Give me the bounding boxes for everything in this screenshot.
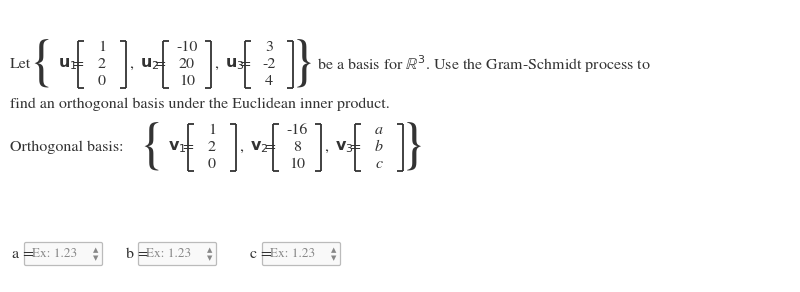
Text: -10: -10 <box>176 40 198 54</box>
Text: 2: 2 <box>98 57 106 71</box>
Text: 3: 3 <box>265 40 273 54</box>
Text: =: = <box>73 57 83 71</box>
Text: ▲: ▲ <box>94 247 98 253</box>
Text: =: = <box>154 57 166 71</box>
Text: =: = <box>265 140 275 154</box>
Text: 10: 10 <box>179 74 195 88</box>
Text: c =: c = <box>250 247 272 261</box>
Text: ▼: ▼ <box>94 255 98 261</box>
Text: }: } <box>290 39 316 89</box>
Text: =: = <box>239 57 250 71</box>
Text: $\mathbf{v}_2$: $\mathbf{v}_2$ <box>250 139 269 155</box>
Text: 0: 0 <box>98 74 106 88</box>
Text: {: { <box>138 121 166 172</box>
Text: $\mathbf{u}_1$: $\mathbf{u}_1$ <box>58 56 78 72</box>
Text: ▼: ▼ <box>331 255 337 261</box>
Text: ▲: ▲ <box>331 247 337 253</box>
FancyBboxPatch shape <box>262 242 341 265</box>
Text: }: } <box>400 121 426 172</box>
Text: =: = <box>182 140 194 154</box>
Text: Let: Let <box>10 57 31 71</box>
Text: Ex: 1.23: Ex: 1.23 <box>146 248 191 260</box>
Text: Ex: 1.23: Ex: 1.23 <box>32 248 77 260</box>
Text: 10: 10 <box>289 157 305 171</box>
Text: ,: , <box>324 140 328 154</box>
FancyBboxPatch shape <box>138 242 217 265</box>
Text: $\mathbf{u}_3$: $\mathbf{u}_3$ <box>225 56 245 72</box>
Text: be a basis for $\mathbb{R}^3$. Use the Gram-Schmidt process to: be a basis for $\mathbb{R}^3$. Use the G… <box>317 53 651 75</box>
Text: 1: 1 <box>208 123 216 137</box>
Text: 20: 20 <box>179 57 195 71</box>
Text: 0: 0 <box>208 157 216 171</box>
Text: b =: b = <box>126 247 149 261</box>
Text: Ex: 1.23: Ex: 1.23 <box>270 248 315 260</box>
Text: ▲: ▲ <box>207 247 213 253</box>
Text: c: c <box>375 157 382 171</box>
Text: a =: a = <box>12 247 34 261</box>
Text: $\mathbf{v}_1$: $\mathbf{v}_1$ <box>168 139 186 155</box>
Text: ,: , <box>239 140 243 154</box>
Text: ,: , <box>214 57 218 71</box>
Text: Orthogonal basis:: Orthogonal basis: <box>10 140 123 154</box>
Text: a: a <box>375 123 383 137</box>
Text: $\mathbf{u}_2$: $\mathbf{u}_2$ <box>140 56 159 72</box>
Text: 8: 8 <box>293 140 301 154</box>
Text: {: { <box>29 39 55 89</box>
Text: 2: 2 <box>208 140 216 154</box>
Text: $\mathbf{v}_3$: $\mathbf{v}_3$ <box>335 139 354 155</box>
Text: find an orthogonal basis under the Euclidean inner product.: find an orthogonal basis under the Eucli… <box>10 97 390 111</box>
Text: -16: -16 <box>286 123 308 137</box>
Text: b: b <box>375 140 383 154</box>
Text: 4: 4 <box>265 74 273 88</box>
Text: 1: 1 <box>98 40 106 54</box>
Text: -2: -2 <box>262 57 276 71</box>
FancyBboxPatch shape <box>25 242 102 265</box>
Text: =: = <box>350 140 361 154</box>
Text: ,: , <box>129 57 133 71</box>
Text: ▼: ▼ <box>207 255 213 261</box>
